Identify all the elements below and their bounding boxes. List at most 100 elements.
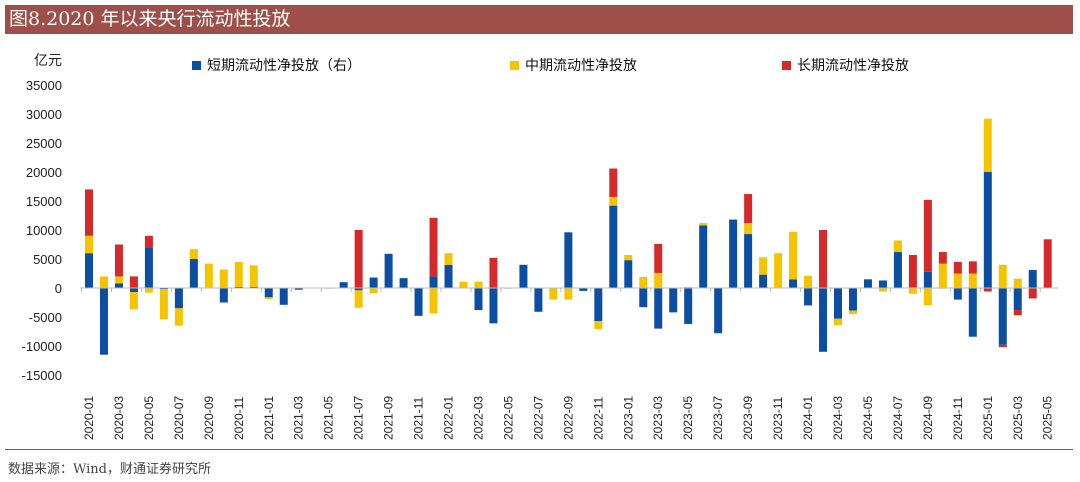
y-tick-label: 35000 [26, 78, 62, 93]
bar-segment [219, 269, 228, 288]
bar-segment [938, 263, 947, 288]
bar-segment [399, 278, 408, 288]
legend-item-short: 短期流动性净投放（右） [192, 55, 361, 75]
x-tick-label: 2023-09 [741, 396, 755, 440]
bar-segment [129, 276, 138, 288]
bar-segment [234, 286, 243, 288]
bar-segment [744, 234, 753, 288]
bar-segment [684, 288, 693, 324]
bar-segment [789, 279, 798, 288]
bar-segment [489, 288, 498, 324]
bar-segment [624, 254, 633, 261]
bar-segment [534, 288, 543, 312]
bar-segment [549, 288, 558, 300]
bar-segment [968, 273, 977, 288]
x-tick-label: 2023-11 [771, 397, 785, 440]
y-tick-label: 15000 [26, 194, 62, 209]
y-tick-label: 0 [55, 281, 62, 296]
y-tick-label: -10000 [22, 339, 62, 354]
bar-segment [669, 288, 678, 313]
bar-segment [264, 288, 273, 298]
bar-segment [489, 257, 498, 288]
bar-segment [564, 288, 573, 300]
bar-segment [609, 196, 618, 206]
y-tick-label: 10000 [26, 223, 62, 238]
bar-segment [459, 281, 468, 288]
x-tick-label: 2025-03 [1011, 396, 1025, 440]
bar-segment [594, 321, 603, 330]
bar-segment [444, 253, 453, 265]
bar-segment [848, 310, 857, 315]
y-tick-label: 30000 [26, 107, 62, 122]
bar-segment [219, 288, 228, 303]
bar-segment [654, 272, 663, 288]
bar-segment [264, 297, 273, 300]
bar-segment [744, 194, 753, 224]
bar-segment [189, 249, 198, 259]
bar-segment [414, 288, 423, 316]
bar-segment [85, 253, 93, 288]
bar-segment [99, 288, 108, 355]
bar-segment [878, 288, 887, 292]
bar-segment [444, 264, 453, 288]
bar-segment [609, 205, 618, 288]
bar-segment [144, 288, 153, 293]
bar-segment [339, 282, 348, 288]
y-tick-label: 20000 [26, 165, 62, 180]
stacked-bar-chart: 35000 30000 25000 20000 15000 10000 5000 0 -5000… [22, 78, 1058, 440]
bar-segment [819, 288, 828, 352]
bar-segment [129, 292, 138, 310]
bar-segment [474, 281, 483, 288]
bar-segment [878, 280, 887, 288]
bar-segment [99, 276, 108, 288]
x-tick-label: 2020-05 [142, 396, 156, 440]
x-tick-label: 2021-09 [382, 396, 396, 440]
bar-segment [639, 288, 648, 308]
legend-label: 中期流动性净投放 [525, 58, 637, 74]
bar-segment [953, 288, 962, 300]
bar-segment [639, 276, 648, 288]
bar-segment [114, 276, 123, 284]
y-tick-label: -5000 [29, 310, 62, 325]
x-tick-label: 2023-07 [711, 396, 725, 440]
x-tick-label: 2022-03 [471, 396, 485, 440]
bar-segment [1028, 288, 1037, 299]
bar-segment [923, 199, 932, 272]
legend-label: 短期流动性净投放（右） [207, 58, 361, 74]
bar-segment [354, 288, 363, 291]
bar-segment [594, 288, 603, 322]
x-tick-label: 2022-11 [591, 397, 605, 440]
bar-segment [759, 274, 768, 288]
bar-segment [893, 252, 902, 288]
bar-segment [938, 252, 947, 264]
legend-label: 长期流动性净投放 [797, 58, 909, 74]
bar-segment [983, 288, 992, 292]
bar-segment [579, 288, 588, 291]
bar-segment [249, 286, 258, 288]
bar-segment [759, 257, 768, 275]
bar-segment [953, 261, 962, 274]
bar-segment [714, 288, 723, 334]
x-tick-label: 2021-05 [322, 396, 336, 440]
bar-segment [908, 288, 917, 294]
bar-segment [908, 254, 917, 288]
bar-segment [429, 217, 438, 277]
bar-segment [174, 308, 183, 326]
bar-segment [429, 276, 438, 288]
bar-segment [129, 288, 138, 293]
bar-segment [204, 263, 213, 288]
bar-segment [699, 223, 708, 226]
x-tick-label: 2022-07 [531, 396, 545, 440]
divider [5, 449, 1073, 450]
bar-segment [1013, 288, 1022, 311]
bar-segment [144, 247, 153, 288]
bar-segment [998, 288, 1007, 345]
legend-item-long: 长期流动性净投放 [782, 55, 909, 75]
bar-segment [1043, 239, 1052, 288]
bar-segment [519, 264, 528, 288]
x-tick-label: 2020-03 [112, 396, 126, 440]
bar-segment [174, 288, 183, 309]
bar-segment [564, 232, 573, 288]
x-tick-label: 2022-05 [501, 396, 515, 440]
x-tick-label: 2024-03 [831, 396, 845, 440]
